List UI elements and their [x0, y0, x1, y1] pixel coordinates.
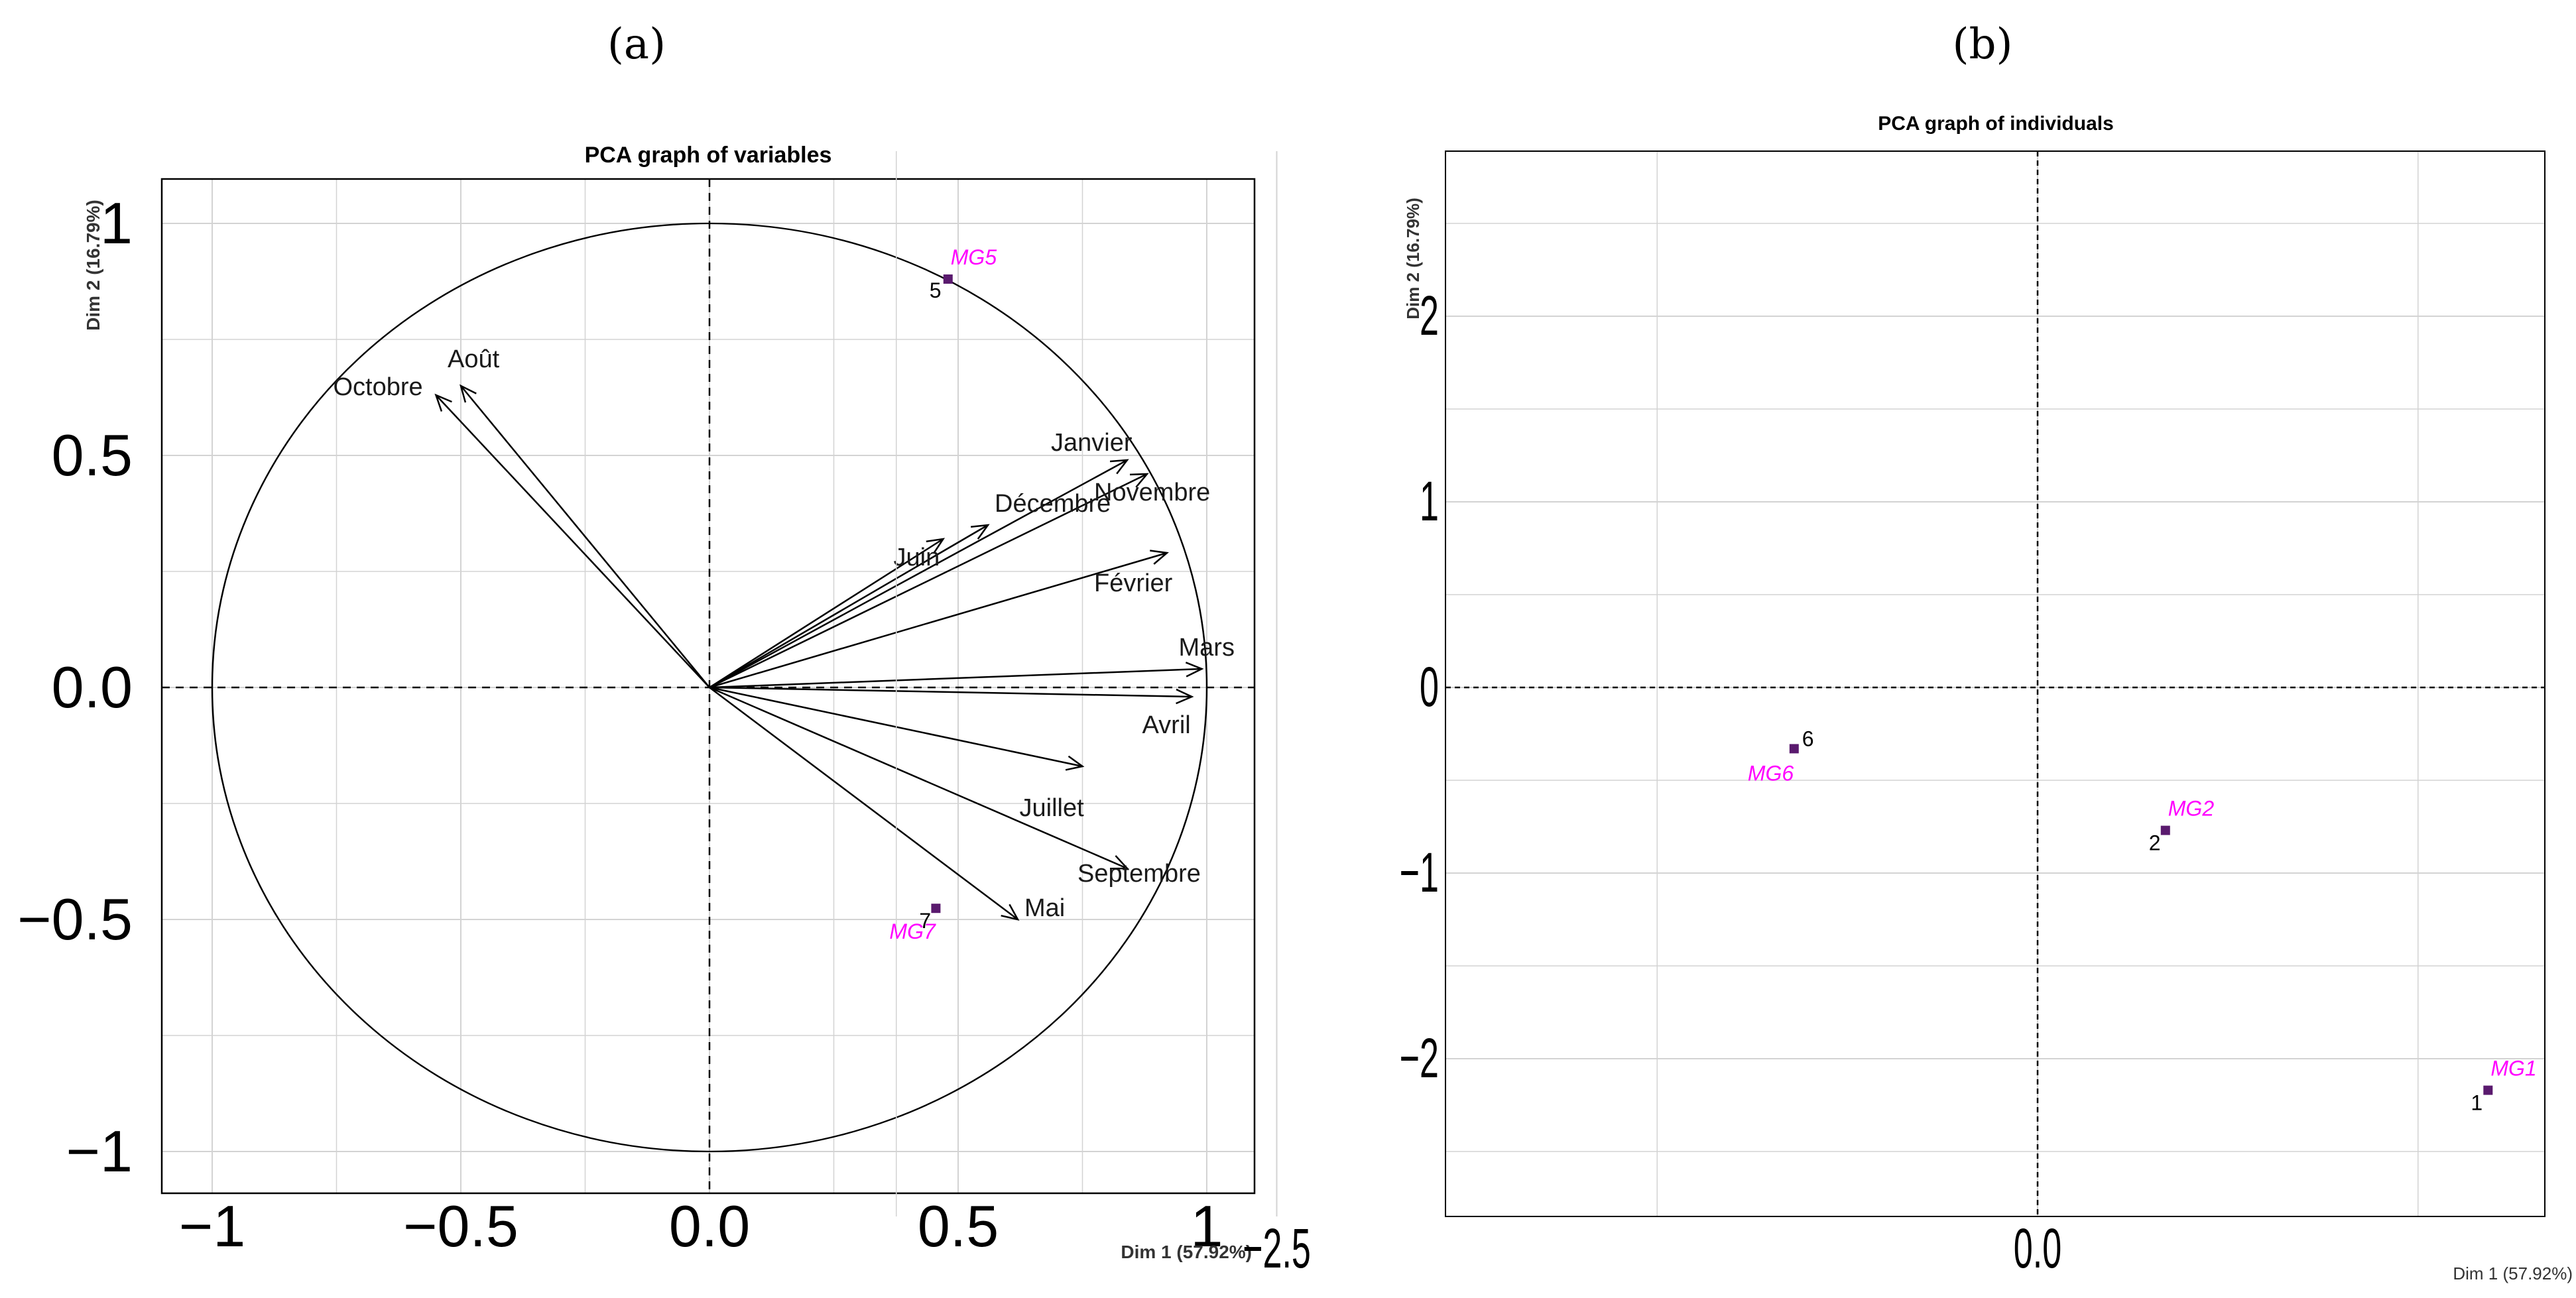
- point-id-label: 6: [1802, 727, 1814, 750]
- y-tick-labels: −1 −0.5 0.0 0.5 1: [17, 190, 133, 1184]
- x-tick-label: −1: [179, 1193, 245, 1259]
- arrow-novembre: [709, 473, 1148, 689]
- zero-lines: [1445, 151, 2545, 1216]
- y-tick-label: −1: [66, 1118, 133, 1184]
- arrowhead-novembre: [1129, 473, 1149, 488]
- x-tick-label: 0.5: [918, 1193, 999, 1259]
- x-tick-label: −2.5: [1243, 1217, 1311, 1279]
- y-tick-label: 0.0: [52, 654, 133, 720]
- x-tick-label: −0.5: [403, 1193, 519, 1259]
- arrowhead-janvier: [1109, 459, 1129, 475]
- point-id-label: 1: [2471, 1091, 2483, 1115]
- arrowhead-juin: [926, 538, 946, 554]
- y-tick-label: 1: [1420, 470, 1439, 532]
- arrow-aout: [460, 385, 710, 688]
- y-axis-label: Dim 2 (16.79%): [83, 200, 103, 331]
- variable-label-janvier: Janvier: [1051, 429, 1133, 457]
- point-id-label: 5: [930, 278, 942, 302]
- variable-label-novembre: Novembre: [1094, 479, 1210, 506]
- point-name-label: MG6: [1748, 761, 1794, 785]
- point-name-label: MG5: [951, 245, 997, 269]
- arrowhead-juillet: [1065, 755, 1085, 771]
- variable-label-fevrier: Février: [1094, 569, 1173, 597]
- y-tick-label: 1: [100, 190, 133, 256]
- pca-individuals-panel: 1MG12MG23MG34MG45MG56MG67MG7 −2.50.02.5 …: [889, 113, 2573, 1283]
- variable-label-decembre: Décembre: [995, 490, 1111, 518]
- chart-title: PCA graph of variables: [585, 143, 832, 168]
- point-name-label: MG7: [889, 919, 936, 943]
- variable-label-septembre: Septembre: [1077, 860, 1201, 888]
- zero-lines: [162, 179, 1255, 1193]
- x-tick-label: 0.0: [2014, 1217, 2061, 1279]
- variable-label-juillet: Juillet: [1020, 794, 1085, 822]
- x-tick-label: 1: [1191, 1193, 1223, 1259]
- y-tick-label: 0: [1420, 656, 1439, 718]
- point-mg7: [931, 904, 941, 914]
- point-name-label: MG1: [2490, 1057, 2536, 1081]
- point-mg5: [943, 274, 953, 284]
- arrow-mars: [709, 668, 1202, 689]
- arrowhead-fevrier: [1150, 550, 1169, 565]
- variable-label-juin: Juin: [894, 544, 940, 571]
- y-tick-label: −2: [1400, 1027, 1439, 1089]
- variable-label-aout: Août: [448, 345, 500, 373]
- variable-label-octobre: Octobre: [334, 373, 423, 401]
- y-axis-label: Dim 2 (16.79%): [1403, 198, 1423, 320]
- point-mg2: [2160, 825, 2170, 835]
- arrow-fevrier: [709, 552, 1168, 689]
- arrowhead-mars: [1185, 662, 1204, 678]
- x-axis-label: Dim 1 (57.92%): [2453, 1264, 2573, 1283]
- panel-a-label: (a): [607, 20, 666, 69]
- correlation-circle: [211, 222, 1208, 1153]
- x-axis-label: Dim 1 (57.92%): [1121, 1242, 1252, 1262]
- point-id-label: 2: [2149, 831, 2161, 855]
- point-name-label: MG2: [2168, 797, 2215, 821]
- plot-frame: [1445, 150, 2545, 1217]
- arrow-septembre: [709, 686, 1128, 870]
- point-mg6: [1789, 744, 1799, 754]
- variable-label-mai: Mai: [1024, 894, 1065, 922]
- x-tick-labels: −2.50.02.5: [1243, 1217, 2061, 1279]
- arrow-janvier: [709, 459, 1128, 689]
- y-tick-labels: −2 −1 0 1 2: [1400, 284, 1439, 1089]
- plot-frame: [160, 178, 1256, 1195]
- arrowhead-octobre: [434, 393, 452, 412]
- grid: [896, 151, 2545, 1216]
- y-tick-label: 0.5: [52, 422, 133, 488]
- arrowhead-mai: [1001, 904, 1020, 921]
- individual-points: 1MG12MG23MG34MG45MG56MG67MG7: [889, 245, 2536, 1115]
- arrow-octobre: [435, 394, 710, 688]
- arrow-mai: [709, 687, 1018, 920]
- variable-label-avril: Avril: [1142, 711, 1191, 739]
- arrow-decembre: [709, 524, 989, 689]
- arrow-avril: [709, 686, 1192, 698]
- y-tick-label: 2: [1420, 284, 1439, 347]
- arrowhead-aout: [460, 384, 477, 403]
- y-tick-label: −0.5: [17, 886, 133, 952]
- variable-label-mars: Mars: [1179, 634, 1235, 662]
- point-mg1: [2483, 1085, 2493, 1095]
- arrowhead-decembre: [971, 524, 990, 540]
- y-tick-label: −1: [1400, 841, 1439, 904]
- arrowhead-septembre: [1109, 855, 1129, 870]
- x-tick-labels: −1 −0.5 0.0 0.5 1: [179, 1193, 1223, 1259]
- point-id-label: 7: [919, 909, 931, 933]
- arrow-juin: [709, 538, 944, 689]
- x-tick-label: 0.0: [669, 1193, 750, 1259]
- arrowhead-avril: [1176, 688, 1194, 705]
- panel-b-label: (b): [1953, 20, 2013, 69]
- chart-title: PCA graph of individuals: [1878, 113, 2114, 135]
